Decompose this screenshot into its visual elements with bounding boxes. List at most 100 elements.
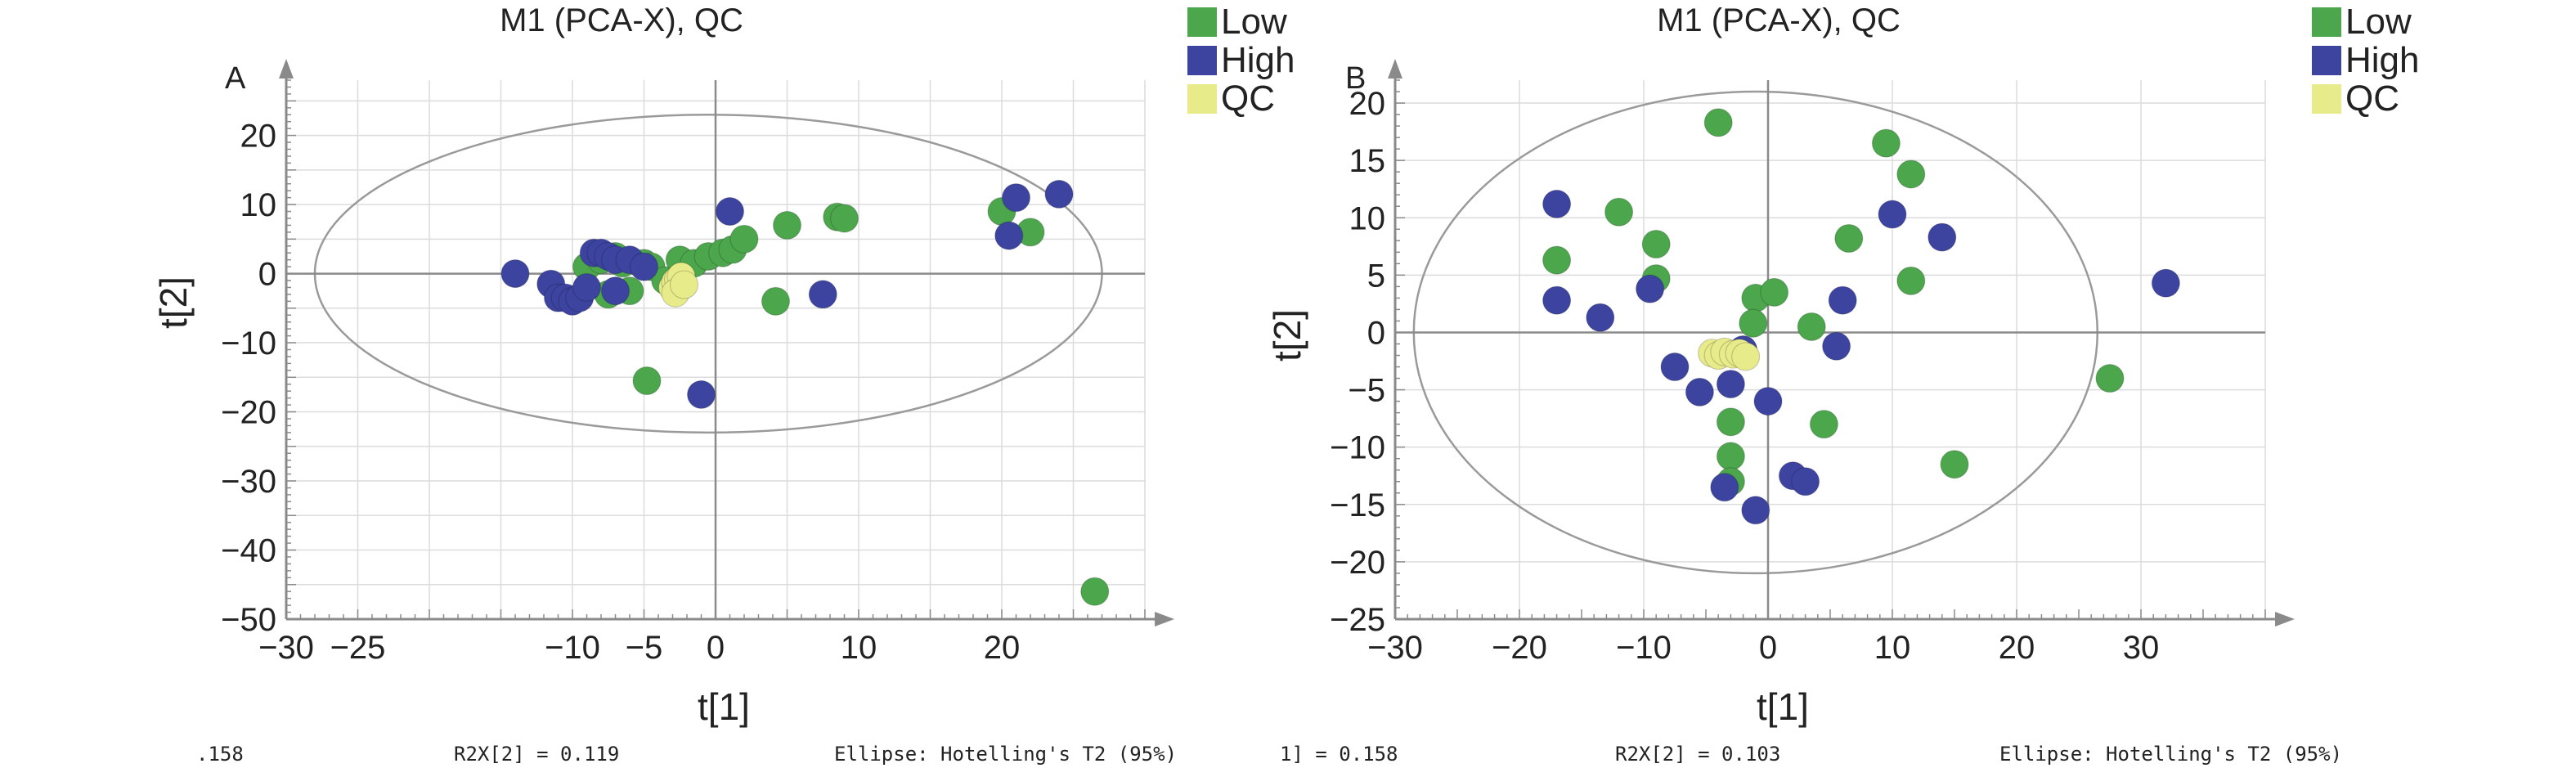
data-point-low [1716,407,1745,437]
y-tick-label: 20 [1349,86,1386,122]
data-point-high [808,280,837,309]
data-point-high [629,252,659,281]
x-tick-label: 0 [1759,630,1777,666]
tick-labels-b: −30 −20 −10 0 10 20 30 20 15 10 5 0 −5 −10 −15 −20 −25 [1330,86,2159,666]
footer-r2x2-a: R2X[2] = 0.119 [454,743,619,766]
data-point-high [1001,183,1031,213]
data-point-low [1896,159,1926,189]
x-tick-label: 30 [2123,630,2160,666]
x-tick-label: 10 [841,630,877,666]
data-point-high [1710,473,1739,502]
data-point-high [600,276,631,306]
y-axis-arrow-icon [279,59,294,79]
data-point-low [761,286,791,316]
y-tick-label: 15 [1349,143,1386,179]
legend-swatch-high-b [2312,46,2341,75]
x-tick-label: −10 [1616,630,1672,666]
data-point-low [1542,245,1572,275]
data-point-high [715,196,745,227]
x-axis-arrow-icon [2275,612,2295,627]
x-tick-label: 10 [1874,630,1911,666]
y-tick-label: −10 [221,326,276,362]
y-tick-label: 10 [1349,200,1386,236]
data-point-high [1928,222,1957,252]
data-point-low [729,224,759,254]
y-axis-label-a: t[2] [152,276,195,329]
x-tick-label: −30 [1367,630,1423,666]
x-tick-label: −20 [1492,630,1547,666]
x-axis-label-b: t[1] [1757,685,1809,728]
data-points-a [500,179,1110,606]
legend-b: Low High QC [2312,2,2420,119]
legend-swatch-high-a [1187,46,1217,75]
footer-r2x1-fragment-b: 1] = 0.158 [1280,743,1398,766]
y-tick-label: −40 [221,533,276,569]
data-point-low [1739,308,1768,338]
footer-ellipse-a: Ellipse: Hotelling's T2 (95%) [834,743,1177,766]
data-point-qc [1731,342,1761,371]
x-tick-label: −5 [626,630,663,666]
legend-swatch-low-b [2312,7,2341,37]
data-points-b [1542,108,2180,525]
y-tick-label: 10 [240,187,277,223]
data-point-high [1791,467,1820,496]
data-point-low [2095,363,2125,393]
legend-label-low-a: Low [1221,2,1287,42]
legend-a: Low High QC [1187,2,1295,119]
data-point-high [1878,200,1907,229]
data-point-high [1542,189,1572,219]
legend-label-qc-b: QC [2345,79,2399,119]
x-tick-label: −25 [330,630,386,666]
data-point-high [1822,331,1851,361]
y-axis-arrow-icon [1388,59,1402,79]
data-point-high [1716,369,1745,399]
y-tick-label: −15 [1330,487,1385,523]
axes-b [1388,59,2295,627]
data-point-low [1809,410,1838,439]
panel-label-a: A [225,61,246,96]
footer-r2x2-b: R2X[2] = 0.103 [1615,743,1780,766]
axes-a [279,59,1174,627]
y-tick-label: −30 [221,464,276,500]
legend-label-low-b: Low [2345,2,2412,42]
panel-b: −30 −20 −10 0 10 20 30 20 15 10 5 0 −5 −10 −15 −20 −25 M… [1266,2,2420,766]
data-point-high [1586,303,1615,332]
y-axis-label-b: t[2] [1266,309,1308,362]
data-point-high [994,221,1024,250]
y-tick-label: −5 [1348,373,1385,409]
data-point-low [1641,229,1671,259]
data-point-low [1604,197,1634,227]
footer-r2x1-fragment-a: .158 [196,743,244,766]
legend-swatch-low-a [1187,7,1217,37]
chart-title-a: M1 (PCA-X), QC [500,2,743,38]
data-point-high [1635,274,1665,303]
data-point-high [1828,285,1857,315]
panel-label-b: B [1345,61,1366,96]
data-point-high [1685,377,1714,406]
data-point-high [1741,496,1770,525]
data-point-low [632,366,662,396]
legend-label-high-b: High [2345,40,2420,80]
x-tick-label: 20 [1999,630,2035,666]
y-tick-label: −20 [1330,545,1385,581]
data-point-high [1044,179,1074,209]
data-point-low [1896,266,1926,295]
data-point-low [1871,128,1901,158]
x-tick-label: −10 [545,630,600,666]
data-point-low [1716,442,1745,471]
x-axis-arrow-icon [1155,612,1174,627]
data-point-high [1660,352,1690,382]
x-tick-label: 20 [984,630,1021,666]
data-point-low [1080,577,1110,606]
data-point-high [500,258,530,289]
data-point-low [1834,223,1864,254]
data-point-low [829,204,859,233]
legend-swatch-qc-a [1187,84,1217,114]
y-tick-label: −25 [1330,602,1385,638]
data-point-high [1753,386,1783,416]
y-tick-label: −20 [221,395,276,431]
y-tick-label: −50 [221,602,276,638]
